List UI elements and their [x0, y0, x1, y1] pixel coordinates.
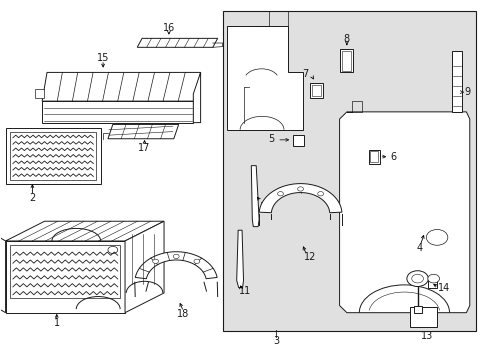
- Polygon shape: [108, 125, 178, 139]
- Polygon shape: [42, 101, 193, 123]
- Polygon shape: [137, 39, 217, 47]
- Text: 13: 13: [420, 331, 432, 341]
- Text: 15: 15: [97, 53, 109, 63]
- Polygon shape: [236, 230, 243, 288]
- Text: 2: 2: [29, 193, 36, 203]
- Polygon shape: [42, 72, 200, 101]
- Circle shape: [277, 192, 283, 196]
- Circle shape: [152, 259, 158, 264]
- Bar: [311, 85, 321, 96]
- Text: 16: 16: [163, 23, 175, 33]
- Text: 14: 14: [437, 283, 449, 293]
- Text: 1: 1: [54, 319, 60, 328]
- Bar: [293, 135, 304, 146]
- Text: 9: 9: [464, 87, 470, 97]
- Bar: [5, 128, 101, 184]
- Circle shape: [427, 274, 439, 283]
- Text: 18: 18: [177, 310, 189, 319]
- Bar: [339, 49, 352, 72]
- Text: 3: 3: [273, 336, 279, 346]
- Polygon shape: [135, 252, 217, 279]
- Bar: [409, 307, 436, 327]
- Bar: [10, 244, 120, 298]
- Text: 7: 7: [302, 69, 308, 79]
- Text: 4: 4: [416, 243, 422, 253]
- Polygon shape: [259, 184, 341, 213]
- Text: 17: 17: [138, 143, 150, 153]
- Bar: [10, 132, 96, 180]
- Bar: [35, 89, 43, 98]
- Circle shape: [406, 271, 427, 287]
- Bar: [368, 149, 379, 164]
- Polygon shape: [193, 72, 200, 123]
- Circle shape: [317, 192, 323, 196]
- Text: 12: 12: [304, 252, 316, 262]
- Bar: [341, 51, 350, 71]
- Polygon shape: [125, 221, 163, 313]
- Text: 8: 8: [343, 34, 349, 44]
- Bar: [5, 241, 125, 313]
- Text: 10: 10: [260, 202, 272, 212]
- Bar: [222, 12, 475, 330]
- Bar: [413, 306, 421, 313]
- Text: 11: 11: [239, 286, 251, 296]
- Circle shape: [297, 187, 303, 191]
- Circle shape: [194, 259, 200, 264]
- Polygon shape: [251, 166, 259, 226]
- Polygon shape: [0, 234, 5, 313]
- Polygon shape: [227, 26, 303, 130]
- Bar: [451, 51, 462, 112]
- Circle shape: [173, 254, 179, 258]
- Bar: [310, 83, 322, 98]
- Bar: [427, 281, 436, 288]
- Bar: [369, 151, 377, 162]
- Text: 5: 5: [267, 135, 274, 144]
- Text: 6: 6: [389, 152, 395, 162]
- Polygon shape: [5, 221, 163, 241]
- Polygon shape: [339, 112, 469, 313]
